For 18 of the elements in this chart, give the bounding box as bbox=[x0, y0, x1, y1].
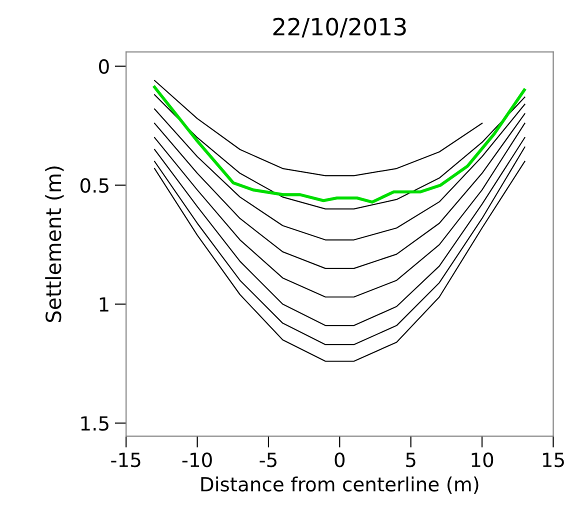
x-tick-label: -5 bbox=[260, 452, 276, 468]
x-axis-title: Distance from centerline (m) bbox=[201, 476, 478, 494]
line-series bbox=[154, 80, 483, 176]
x-tick-label: -15 bbox=[111, 452, 140, 468]
y-tick-label: 0.5 bbox=[80, 178, 108, 193]
x-tick-label: -10 bbox=[182, 452, 212, 468]
x-tick-label: 5 bbox=[406, 452, 416, 468]
line-series bbox=[154, 113, 526, 270]
y-tick-label: 1 bbox=[100, 297, 108, 312]
y-axis-title: Settlement (m) bbox=[45, 166, 64, 322]
chart-title: 22/10/2013 bbox=[273, 18, 406, 38]
line-series bbox=[154, 104, 526, 240]
y-tick-label: 1.5 bbox=[81, 416, 108, 431]
line-series bbox=[154, 122, 526, 298]
x-tick-label: 0 bbox=[334, 452, 345, 468]
x-tick-label: 10 bbox=[472, 452, 494, 468]
x-tick-label: 15 bbox=[542, 452, 564, 468]
y-tick-label: 0 bbox=[99, 59, 109, 74]
